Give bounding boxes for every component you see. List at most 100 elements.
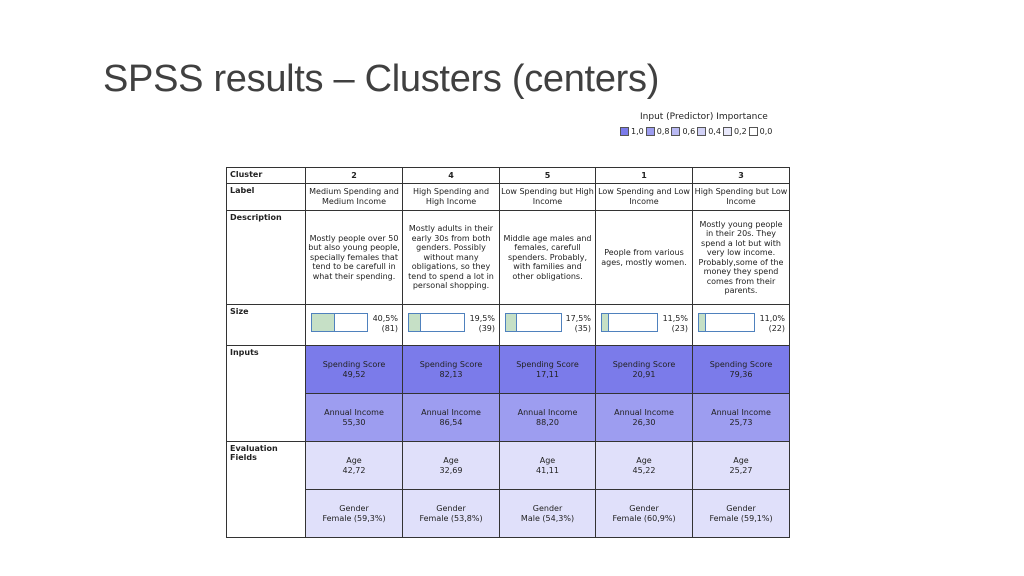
inputs-spending-row: Inputs Spending Score 49,52 Spending Scor… bbox=[226, 345, 790, 442]
annual-income-cell: Annual Income 88,20 bbox=[499, 393, 596, 442]
annual-income-value: 25,73 bbox=[729, 417, 753, 427]
annual-income-cell: Annual Income 55,30 bbox=[305, 393, 403, 442]
size-bar bbox=[601, 313, 658, 332]
cluster-label-text: Low Spending and Low Income bbox=[598, 187, 690, 206]
legend-swatch bbox=[697, 127, 707, 136]
size-bar-fill bbox=[602, 314, 610, 331]
spending-score-cell: Spending Score 79,36 bbox=[692, 345, 790, 394]
gender-cell: Gender Female (60,9%) bbox=[595, 489, 693, 538]
age-cell: Age 41,11 bbox=[499, 441, 596, 490]
legend-label: 0,2 bbox=[733, 127, 747, 136]
age-cell: Age 42,72 bbox=[305, 441, 403, 490]
gender-label: Gender bbox=[629, 503, 659, 513]
cluster-description-text: Mostly people over 50 but also young peo… bbox=[308, 233, 400, 281]
gender-cell: Gender Female (59,3%) bbox=[305, 489, 403, 538]
cluster-size: 17,5% (35) bbox=[499, 304, 596, 346]
annual-income-label: Annual Income bbox=[614, 407, 674, 417]
description-row: Description Mostly people over 50 but al… bbox=[226, 210, 790, 305]
spending-score-label: Spending Score bbox=[516, 359, 579, 369]
evaluation-age-row: Evaluation Fields Age 42,72 Age 32,69 Age 4… bbox=[226, 441, 790, 538]
spending-score-value: 17,11 bbox=[536, 369, 559, 379]
cluster-description-text: Middle age males and females, carefull s… bbox=[503, 233, 592, 281]
spending-score-value: 20,91 bbox=[632, 369, 656, 379]
gender-value: Female (53,8%) bbox=[419, 513, 483, 523]
legend-item: 0,4 bbox=[697, 127, 721, 136]
annual-income-cell: Annual Income 86,54 bbox=[402, 393, 500, 442]
cluster-size: 11,0% (22) bbox=[692, 304, 790, 346]
cluster-size: 40,5% (81) bbox=[305, 304, 403, 346]
age-label: Age bbox=[443, 455, 459, 465]
cluster-id: 5 bbox=[499, 167, 596, 184]
spending-score-label: Spending Score bbox=[322, 359, 386, 369]
legend-label: 0,6 bbox=[682, 127, 696, 136]
size-percent: 19,5% bbox=[469, 314, 495, 323]
cluster-description-text: People from various ages, mostly women. bbox=[601, 248, 687, 267]
gender-label: Gender bbox=[436, 503, 466, 513]
cluster-description: Mostly young people in their 20s. They s… bbox=[692, 210, 790, 305]
cluster-id: 1 bbox=[595, 167, 693, 184]
cluster-label-text: High Spending but Low Income bbox=[694, 187, 788, 206]
age-cell: Age 32,69 bbox=[402, 441, 500, 490]
cluster-size: 19,5% (39) bbox=[402, 304, 500, 346]
spending-score-value: 82,13 bbox=[439, 369, 463, 379]
age-label: Age bbox=[346, 455, 362, 465]
legend-item: 0,6 bbox=[671, 127, 695, 136]
spending-score-cell: Spending Score 17,11 bbox=[499, 345, 596, 394]
legend-item: 1,0 bbox=[620, 127, 644, 136]
annual-income-label: Annual Income bbox=[421, 407, 481, 417]
cluster-label: Medium Spending and Medium Income bbox=[305, 183, 403, 211]
inputs-header: Inputs bbox=[226, 345, 306, 442]
cluster-description: Mostly people over 50 but also young peo… bbox=[305, 210, 403, 305]
legend-item: 0,0 bbox=[748, 127, 772, 136]
legend-label: 0,8 bbox=[656, 127, 670, 136]
annual-income-label: Annual Income bbox=[517, 407, 578, 417]
cluster-label: High Spending and High Income bbox=[402, 183, 500, 211]
evaluation-header: Evaluation Fields bbox=[226, 441, 306, 538]
legend-label: 0,4 bbox=[708, 127, 721, 136]
spending-score-label: Spending Score bbox=[419, 359, 483, 369]
size-row: Size 40,5% (81) 19,5% (39) 17,5% (35) 11,5%… bbox=[226, 304, 790, 346]
label-row: Label Medium Spending and Medium Income … bbox=[226, 183, 790, 211]
size-bar bbox=[408, 313, 465, 332]
gender-value: Female (59,1%) bbox=[709, 513, 773, 523]
inputs-income-row: Annual Income 55,30 Annual Income 86,54 An… bbox=[227, 393, 790, 442]
size-bar-fill bbox=[506, 314, 517, 331]
size-bar-fill bbox=[409, 314, 421, 331]
gender-value: Female (60,9%) bbox=[612, 513, 676, 523]
size-header: Size bbox=[226, 304, 306, 346]
gender-label: Gender bbox=[339, 503, 369, 513]
size-bar-fill bbox=[699, 314, 707, 331]
age-label: Age bbox=[733, 455, 749, 465]
annual-income-cell: Annual Income 26,30 bbox=[595, 393, 693, 442]
description-header: Description bbox=[226, 210, 306, 305]
slide-title: SPSS results – Clusters (centers) bbox=[103, 58, 660, 100]
age-value: 42,72 bbox=[342, 465, 366, 475]
size-percent: 11,0% bbox=[759, 314, 785, 323]
age-value: 45,22 bbox=[632, 465, 656, 475]
annual-income-value: 26,30 bbox=[632, 417, 656, 427]
size-percent: 11,5% bbox=[662, 314, 688, 323]
cluster-label: High Spending but Low Income bbox=[692, 183, 790, 211]
cluster-label-text: Medium Spending and Medium Income bbox=[309, 187, 399, 206]
cluster-header: Cluster bbox=[226, 167, 306, 184]
annual-income-value: 86,54 bbox=[439, 417, 463, 427]
size-text: 40,5% (81) bbox=[373, 314, 398, 333]
importance-caption: Input (Predictor) Importance bbox=[640, 112, 768, 122]
spending-score-cell: Spending Score 20,91 bbox=[595, 345, 693, 394]
legend-swatch bbox=[722, 127, 732, 136]
importance-legend: 1,0 0,8 0,6 0,4 0,2 0,0 bbox=[620, 127, 774, 136]
size-count: (39) bbox=[478, 323, 495, 333]
cluster-id: 2 bbox=[305, 167, 403, 184]
cluster-description: People from various ages, mostly women. bbox=[595, 210, 693, 305]
legend-swatch bbox=[748, 127, 758, 136]
annual-income-value: 88,20 bbox=[536, 417, 559, 427]
cluster-label-text: High Spending and High Income bbox=[412, 187, 490, 206]
gender-label: Gender bbox=[532, 503, 563, 513]
legend-swatch bbox=[620, 127, 629, 136]
size-text: 11,5% (23) bbox=[663, 314, 688, 333]
spending-score-value: 79,36 bbox=[729, 369, 753, 379]
legend-item: 0,8 bbox=[645, 127, 670, 136]
cluster-centers-table: Cluster 2 4 5 1 3 Label Medium Spending … bbox=[226, 167, 790, 538]
size-bar-fill bbox=[312, 314, 336, 331]
age-value: 25,27 bbox=[729, 465, 753, 475]
